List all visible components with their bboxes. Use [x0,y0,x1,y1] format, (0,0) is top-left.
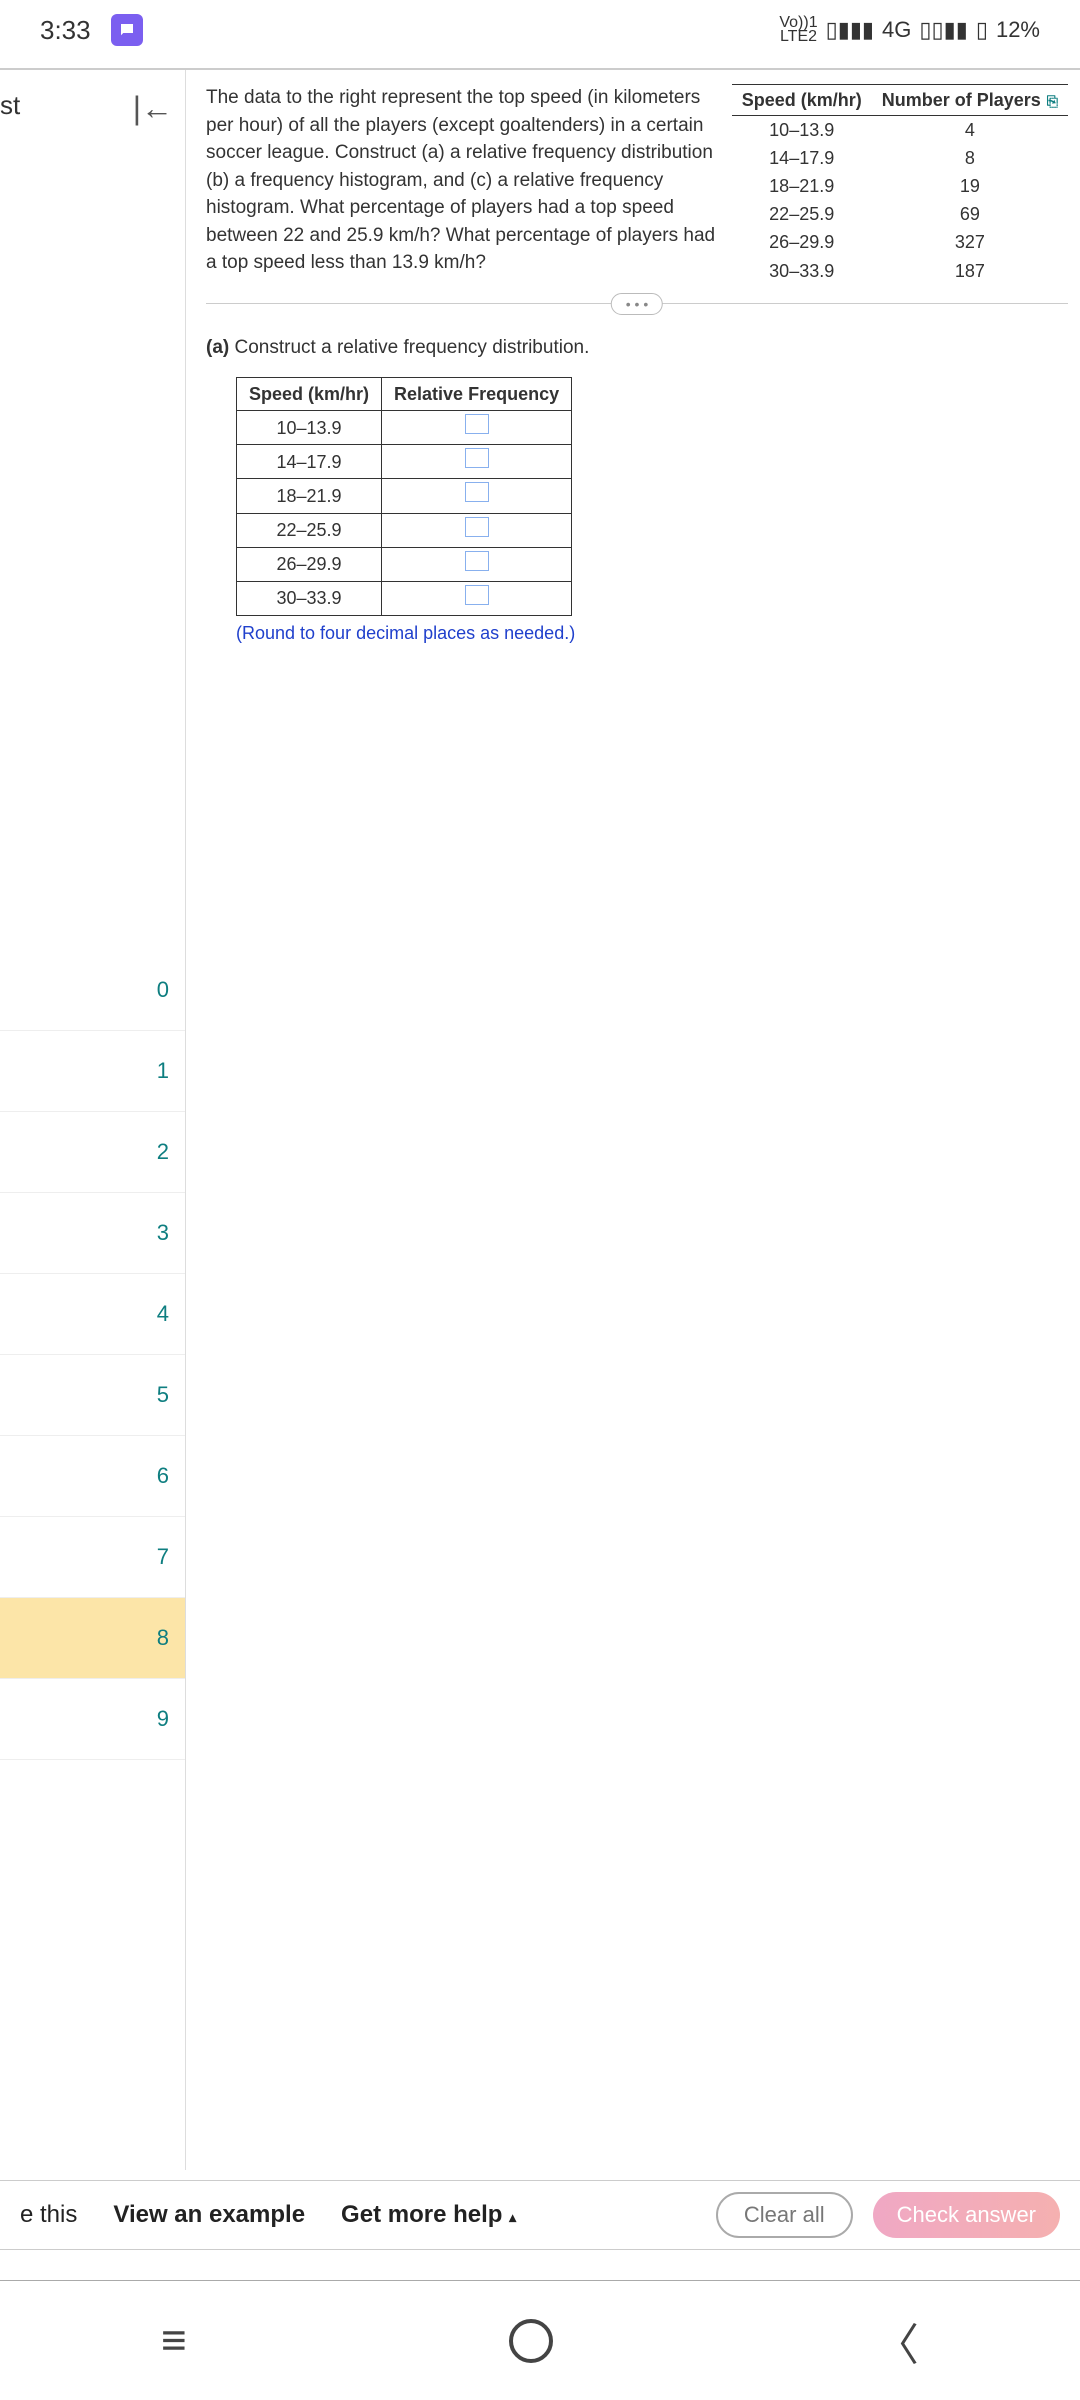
freq-input[interactable] [465,551,489,571]
signal-icon: ▯▮▮▮ [826,17,874,43]
sidebar-item[interactable]: 3 [0,1193,185,1274]
sidebar-item[interactable]: 9 [0,1679,185,1760]
main-content: The data to the right represent the top … [186,70,1080,2170]
sidebar-item[interactable]: 6 [0,1436,185,1517]
volte-icon: Vo))1LTE2 [779,16,817,45]
signal2-icon: ▯▯▮▮ [919,17,967,43]
freq-input[interactable] [465,585,489,605]
collapse-icon[interactable]: |← [133,90,173,127]
ellipsis-badge[interactable]: • • • [611,293,663,315]
round-note: (Round to four decimal places as needed.… [236,620,1068,646]
table-row: 26–29.9327 [732,228,1068,256]
table-row: 18–21.919 [732,172,1068,200]
copy-icon[interactable]: ⎘ [1047,93,1058,109]
sidebar-item[interactable]: 5 [0,1355,185,1436]
table-row: 14–17.98 [732,144,1068,172]
android-nav-bar: ≡ 〈 [0,2280,1080,2400]
table-row: 10–13.94 [732,116,1068,145]
sidebar-item[interactable]: 7 [0,1517,185,1598]
freq-table: Speed (km/hr) Relative Frequency 10–13.9… [236,377,572,616]
home-button[interactable] [509,2319,553,2363]
back-button[interactable]: 〈 [875,2309,919,2373]
sidebar-item[interactable]: 1 [0,1031,185,1112]
network-label: 4G [882,17,911,43]
battery-percent: 12% [996,17,1040,43]
sidebar-item[interactable]: 8 [0,1598,185,1679]
sidebar-item[interactable]: 0 [0,950,185,1031]
table-row: 22–25.9 [237,513,572,547]
freq-input[interactable] [465,482,489,502]
freq-input[interactable] [465,517,489,537]
freq-input[interactable] [465,414,489,434]
view-example-link[interactable]: View an example [113,2201,305,2229]
freq-header-relfreq: Relative Frequency [382,378,572,411]
table-row: 26–29.9 [237,547,572,581]
table-row: 22–25.969 [732,200,1068,228]
problem-text: The data to the right represent the top … [206,84,716,285]
sidebar-title: st [0,90,20,127]
sidebar-item[interactable]: 2 [0,1112,185,1193]
get-help-link[interactable]: Get more help ▴ [341,2201,516,2229]
bottom-toolbar: e this View an example Get more help ▴ C… [0,2180,1080,2250]
sidebar: st |← 0123456789 [0,70,186,2170]
status-bar: 3:33 Vo))1LTE2 ▯▮▮▮ 4G ▯▯▮▮ ▯ 12% [0,0,1080,60]
check-answer-button[interactable]: Check answer [873,2192,1060,2238]
table-row: 30–33.9187 [732,257,1068,285]
recent-apps-button[interactable]: ≡ [161,2316,187,2366]
sidebar-item[interactable]: 4 [0,1274,185,1355]
battery-icon: ▯ [976,17,988,43]
status-time: 3:33 [40,15,91,46]
data-header-speed: Speed (km/hr) [732,85,872,116]
part-a: (a) Construct a relative frequency distr… [206,334,1068,362]
data-header-players: Number of Players⎘ [872,85,1068,116]
table-row: 30–33.9 [237,581,572,615]
freq-header-speed: Speed (km/hr) [237,378,382,411]
sidebar-items: 0123456789 [0,950,185,1760]
clear-all-button[interactable]: Clear all [716,2192,853,2238]
status-right: Vo))1LTE2 ▯▮▮▮ 4G ▯▯▮▮ ▯ 12% [779,16,1040,45]
table-row: 18–21.9 [237,479,572,513]
chat-icon [111,14,143,46]
freq-input[interactable] [465,448,489,468]
table-row: 10–13.9 [237,411,572,445]
data-table: Speed (km/hr) Number of Players⎘ 10–13.9… [732,84,1068,285]
table-row: 14–17.9 [237,445,572,479]
e-this-link[interactable]: e this [20,2201,77,2229]
